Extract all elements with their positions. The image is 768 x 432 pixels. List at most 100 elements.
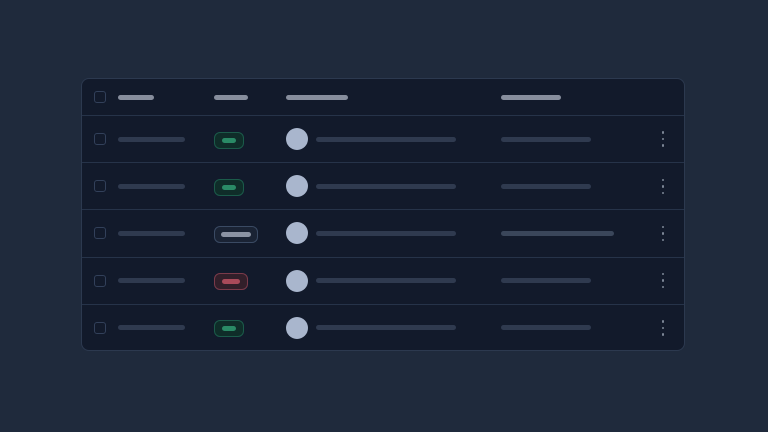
table-row (82, 162, 684, 209)
status-badge-skeleton (222, 279, 240, 285)
name-skeleton (118, 278, 185, 284)
row-checkbox[interactable] (94, 321, 106, 334)
row-actions-cell (654, 316, 670, 340)
header-owner-skeleton (286, 94, 348, 100)
kebab-dot (661, 191, 664, 195)
row-owner-cell (286, 175, 501, 198)
name-skeleton (118, 136, 185, 142)
owner-skeleton (316, 183, 456, 189)
row-owner-cell (286, 222, 501, 245)
kebab-dot (661, 272, 664, 276)
status-badge-skeleton (222, 326, 236, 332)
owner-skeleton (316, 325, 456, 331)
row-value-cell (501, 230, 654, 236)
kebab-dot (661, 232, 664, 235)
table-row (82, 303, 684, 350)
row-name-cell (118, 183, 214, 189)
row-status-cell (214, 271, 286, 291)
header-checkbox-cell (94, 91, 118, 103)
kebab-dot (661, 185, 664, 188)
kebab-dot (661, 238, 664, 242)
header-status-skeleton (214, 94, 248, 100)
kebab-dot (661, 279, 664, 282)
kebab-dot (661, 131, 664, 134)
avatar (286, 316, 308, 339)
row-menu-button[interactable] (656, 127, 671, 151)
row-menu-button[interactable] (656, 222, 671, 246)
owner-skeleton (316, 230, 456, 236)
row-actions-cell (654, 127, 670, 151)
table-header-row (82, 79, 684, 115)
avatar (286, 175, 308, 198)
table-row (82, 115, 684, 162)
row-owner-cell (286, 316, 501, 339)
table-row (82, 209, 684, 256)
row-owner-cell (286, 269, 501, 292)
value-skeleton (501, 136, 591, 142)
row-actions-cell (654, 175, 670, 199)
row-checkbox-cell (94, 274, 118, 287)
row-menu-button[interactable] (656, 316, 671, 340)
row-name-cell (118, 325, 214, 331)
row-checkbox-cell (94, 227, 118, 240)
value-skeleton (501, 325, 591, 331)
row-actions-cell (654, 269, 670, 293)
row-value-cell (501, 278, 654, 284)
kebab-dot (661, 137, 664, 141)
kebab-dot (661, 320, 664, 323)
row-name-cell (118, 136, 214, 142)
row-menu-button[interactable] (656, 175, 671, 199)
row-checkbox[interactable] (94, 180, 106, 193)
table-row (82, 256, 684, 304)
row-name-cell (118, 230, 214, 236)
row-checkbox[interactable] (94, 133, 106, 146)
status-badge-green (214, 131, 244, 149)
row-value-cell (501, 325, 654, 331)
row-menu-button[interactable] (656, 269, 671, 293)
status-badge-skeleton (221, 231, 251, 237)
row-value-cell (501, 136, 654, 142)
status-badge-red (214, 273, 248, 291)
row-name-cell (118, 278, 214, 284)
row-checkbox[interactable] (94, 274, 106, 287)
name-skeleton (118, 230, 185, 236)
value-skeleton (501, 183, 591, 189)
header-value-skeleton (501, 94, 561, 100)
row-checkbox-cell (94, 133, 118, 146)
status-badge-green (214, 178, 244, 196)
row-value-cell (501, 183, 654, 189)
header-name-cell (118, 94, 214, 100)
status-badge-skeleton (222, 137, 236, 143)
avatar (286, 128, 308, 151)
owner-skeleton (316, 136, 456, 142)
header-owner-cell (286, 94, 501, 100)
name-skeleton (118, 183, 185, 189)
kebab-dot (661, 144, 664, 147)
row-checkbox-cell (94, 321, 118, 334)
name-skeleton (118, 325, 185, 331)
row-owner-cell (286, 128, 501, 151)
row-status-cell (214, 224, 286, 243)
row-status-cell (214, 130, 286, 149)
header-name-skeleton (118, 94, 154, 100)
value-skeleton (501, 278, 591, 284)
kebab-dot (661, 225, 664, 229)
value-skeleton (501, 230, 614, 236)
kebab-dot (661, 333, 664, 336)
header-value-cell (501, 94, 654, 100)
status-badge-skeleton (222, 184, 236, 190)
kebab-dot (661, 326, 664, 330)
status-badge-green (214, 320, 244, 338)
data-table (81, 78, 685, 351)
row-checkbox[interactable] (94, 227, 106, 240)
row-checkbox-cell (94, 180, 118, 193)
row-actions-cell (654, 222, 670, 246)
select-all-checkbox[interactable] (94, 91, 106, 103)
kebab-dot (661, 285, 664, 289)
owner-skeleton (316, 278, 456, 284)
kebab-dot (661, 178, 664, 182)
row-status-cell (214, 177, 286, 196)
header-status-cell (214, 94, 286, 100)
row-status-cell (214, 318, 286, 338)
